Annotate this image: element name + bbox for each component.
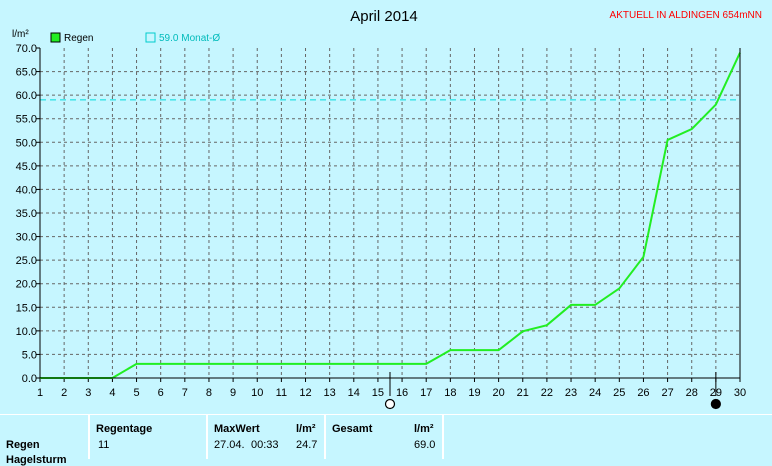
y-tick-label: 0.0 (22, 373, 37, 385)
x-tick-label: 14 (348, 387, 360, 399)
y-tick-label: 20.0 (16, 279, 37, 291)
x-axis-ticks: 1 2 3 4 5 6 7 8 9 10 11 12 13 14 15 16 17 18 19 20 21 22 23 24 2… (37, 378, 746, 399)
x-tick-label: 9 (230, 387, 236, 399)
legend-rain-swatch (50, 32, 61, 43)
x-tick-label: 23 (565, 387, 577, 399)
regentage-value: 11 (98, 439, 110, 451)
legend-average-label: 59.0 Monat-Ø (159, 33, 220, 44)
maxwert-value: 24.7 (296, 439, 318, 451)
x-tick-label: 16 (396, 387, 408, 399)
x-tick-label: 2 (61, 387, 67, 399)
regentage-header: Regentage (96, 423, 153, 435)
x-tick-label: 26 (637, 387, 649, 399)
x-tick-label: 28 (686, 387, 698, 399)
x-tick-label: 12 (299, 387, 311, 399)
gesamt-unit: l/m² (414, 423, 434, 435)
rain-series-line (40, 52, 741, 379)
y-tick-label: 10.0 (16, 326, 37, 338)
y-tick-label: 5.0 (22, 349, 37, 361)
chart-title: April 2014 (350, 8, 418, 25)
x-tick-label: 30 (734, 387, 746, 399)
new-moon-icon (710, 398, 721, 410)
x-tick-label: 19 (468, 387, 480, 399)
stats-row-label-2: Hagelsturm (6, 454, 67, 466)
x-tick-label: 15 (372, 387, 384, 399)
x-tick-label: 5 (133, 387, 139, 399)
grid (40, 48, 740, 378)
x-tick-label: 10 (251, 387, 263, 399)
x-tick-label: 8 (206, 387, 212, 399)
rain-chart: April 2014 AKTUELL IN ALDINGEN 654mNN l/… (12, 8, 762, 410)
legend-rain-label: Regen (64, 33, 93, 44)
y-tick-label: 15.0 (16, 302, 37, 314)
legend-average-swatch (145, 32, 156, 43)
y-tick-label: 70.0 (16, 43, 37, 55)
stats-row-label: Regen (6, 439, 40, 451)
regentage-cell: Regentage 11 (88, 415, 206, 459)
x-tick-label: 24 (589, 387, 601, 399)
station-note: AKTUELL IN ALDINGEN 654mNN (610, 10, 762, 21)
x-tick-label: 18 (444, 387, 456, 399)
y-tick-label: 30.0 (16, 232, 37, 244)
x-tick-label: 3 (85, 387, 91, 399)
y-tick-label: 35.0 (16, 208, 37, 220)
y-tick-label: 55.0 (16, 114, 37, 126)
x-tick-label: 13 (324, 387, 336, 399)
x-tick-label: 7 (182, 387, 188, 399)
y-tick-label: 45.0 (16, 161, 37, 173)
x-tick-label: 21 (517, 387, 529, 399)
y-axis-ticks: 0.0 5.0 10.0 15.0 20.0 25.0 30.0 35.0 40.0 45.0 50… (16, 43, 40, 385)
maxwert-unit: l/m² (296, 423, 316, 435)
maxwert-time: 00:33 (251, 439, 279, 451)
x-tick-label: 4 (109, 387, 115, 399)
y-axis-unit: l/m² (12, 29, 29, 40)
x-tick-label: 27 (661, 387, 673, 399)
x-tick-label: 1 (37, 387, 43, 399)
maxwert-date: 27.04. (214, 439, 245, 451)
x-tick-label: 20 (492, 387, 504, 399)
gesamt-cell: Gesamt l/m² 69.0 (324, 415, 442, 459)
stats-empty-cell (442, 415, 772, 459)
maxwert-cell: MaxWert l/m² 27.04. 00:33 24.7 (206, 415, 324, 459)
y-tick-label: 65.0 (16, 67, 37, 79)
x-tick-label: 25 (613, 387, 625, 399)
x-tick-label: 22 (541, 387, 553, 399)
maxwert-header: MaxWert (214, 423, 260, 435)
stats-row-label-cell: Regen Hagelsturm (0, 415, 88, 466)
moon-markers (384, 372, 721, 410)
y-tick-label: 25.0 (16, 255, 37, 267)
x-tick-label: 6 (158, 387, 164, 399)
x-tick-label: 17 (420, 387, 432, 399)
stats-panel: Regen Hagelsturm Regentage 11 MaxWert l/… (0, 414, 772, 466)
y-tick-label: 60.0 (16, 90, 37, 102)
gesamt-header: Gesamt (332, 423, 373, 435)
x-tick-label: 11 (276, 387, 287, 399)
gesamt-value: 69.0 (414, 439, 436, 451)
y-tick-label: 40.0 (16, 184, 37, 196)
full-moon-icon (384, 398, 396, 410)
y-tick-label: 50.0 (16, 137, 37, 149)
